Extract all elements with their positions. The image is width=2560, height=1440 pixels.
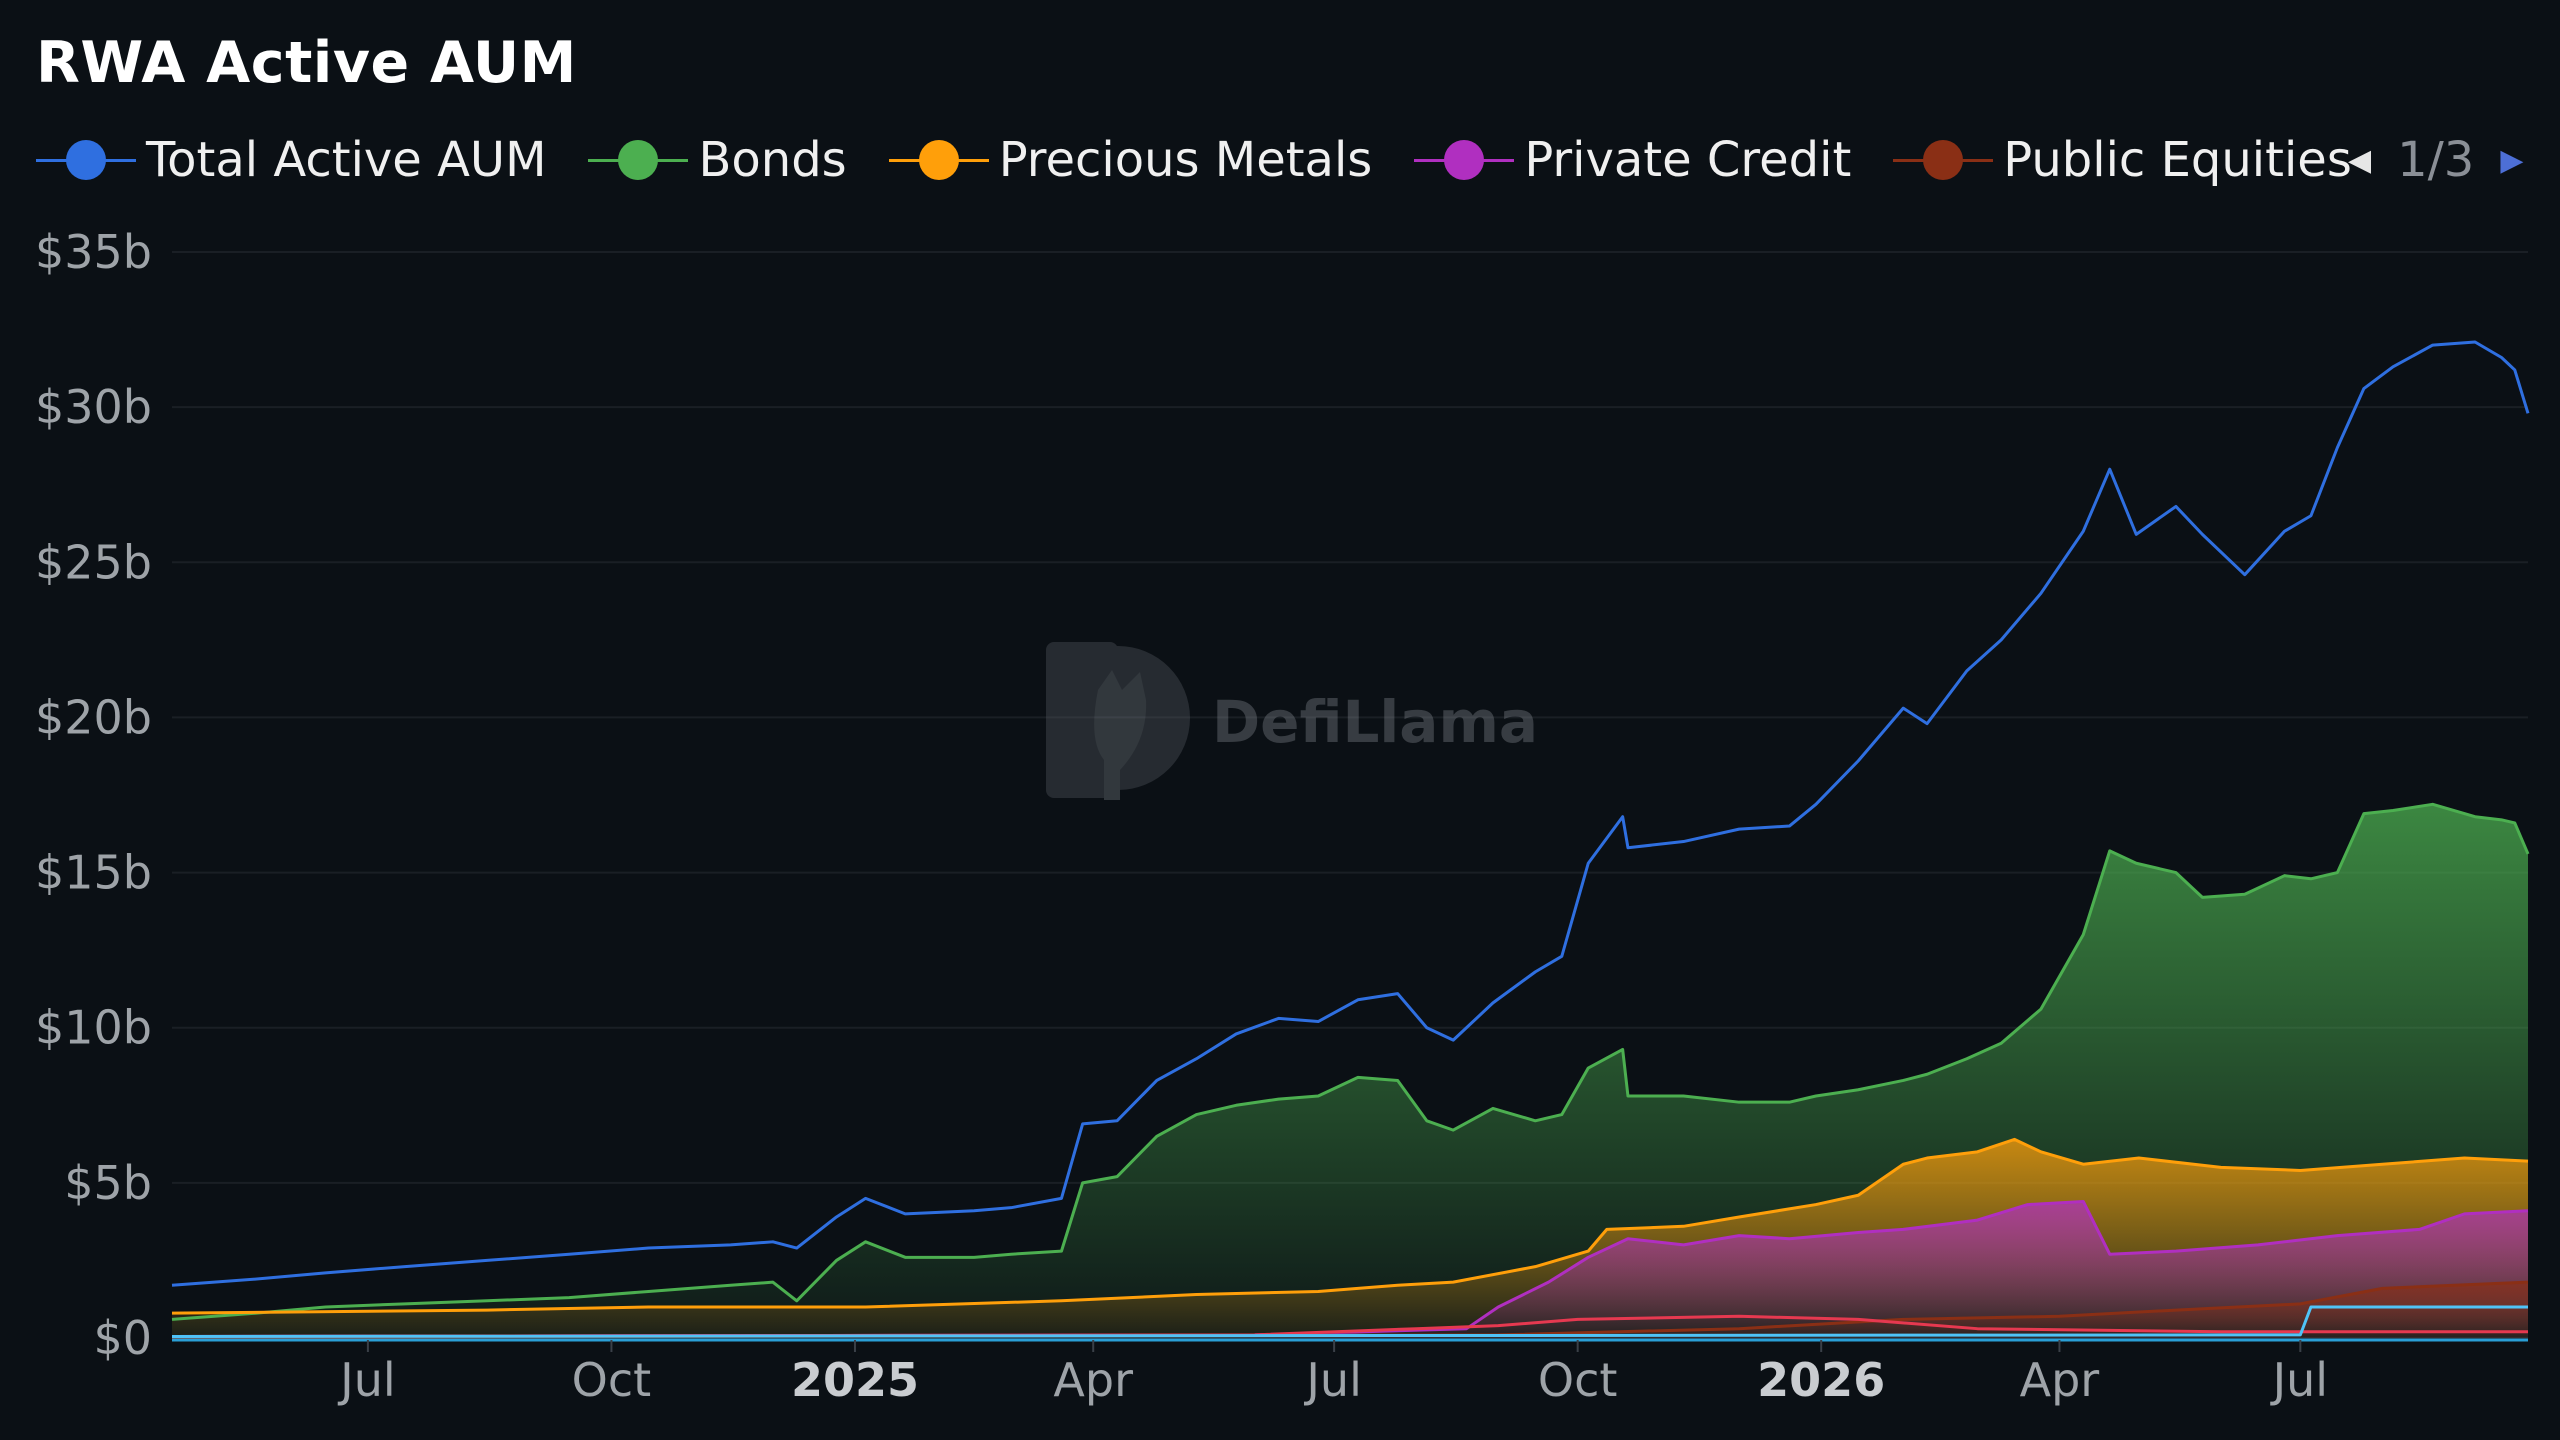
llama-logo-icon — [1046, 642, 1118, 798]
y-tick-label: $30b — [35, 380, 152, 434]
chart-title: RWA Active AUM — [36, 30, 577, 96]
y-tick-label: $15b — [35, 846, 152, 900]
watermark: DefiLlama — [1046, 642, 1538, 800]
series-line — [171, 802, 2530, 1321]
legend-label: Bonds — [698, 132, 847, 188]
legend-label: Private Credit — [1524, 132, 1852, 188]
series-line — [171, 1137, 2529, 1315]
legend-page-indicator: 1/3 — [2397, 132, 2475, 188]
y-tick-label: $5b — [64, 1156, 152, 1210]
series-line — [171, 1305, 2528, 1338]
llama-logo-icon — [1094, 670, 1147, 800]
series-line — [171, 340, 2530, 1287]
legend-label: Total Active AUM — [146, 132, 547, 188]
y-tick-label: $20b — [35, 690, 152, 744]
legend-swatch-icon — [588, 140, 689, 180]
legend-item[interactable]: Bonds — [588, 132, 847, 188]
legend-swatch-icon — [1414, 140, 1515, 180]
series-line — [171, 1199, 2529, 1338]
y-tick-label: $0 — [93, 1311, 152, 1365]
legend-item[interactable]: Private Credit — [1414, 132, 1851, 188]
legend-swatch-icon — [888, 140, 989, 180]
x-tick-label: Apr — [2020, 1353, 2100, 1407]
llama-logo-icon — [1046, 646, 1190, 790]
legend-swatch-icon — [1893, 140, 1994, 180]
x-tick-label: Jul — [1303, 1353, 1362, 1407]
x-tick-label: Apr — [1053, 1353, 1133, 1407]
x-tick-label: Oct — [1538, 1353, 1618, 1407]
legend-item[interactable]: Precious Metals — [888, 132, 1373, 188]
legend-item[interactable]: Public Equities — [1893, 132, 2352, 188]
watermark-text: DefiLlama — [1212, 688, 1538, 756]
series-area — [172, 1282, 2528, 1338]
y-tick-label: $25b — [35, 535, 152, 589]
x-tick-label: Jul — [2270, 1353, 2329, 1407]
legend-next-icon[interactable]: ▶ — [2500, 142, 2524, 178]
legend-swatch-icon — [36, 140, 136, 180]
y-tick-label: $35b — [35, 225, 152, 279]
legend: Total Active AUM Bonds Precious Metals Priv… — [36, 120, 2394, 200]
legend-pager: ◀ 1/3 ▶ — [2348, 130, 2523, 190]
x-tick-label: Oct — [572, 1353, 652, 1407]
x-tick-label: 2025 — [791, 1353, 919, 1407]
legend-prev-icon[interactable]: ◀ — [2348, 142, 2372, 178]
x-tick-label: Jul — [337, 1353, 396, 1407]
legend-label: Precious Metals — [998, 132, 1373, 188]
y-tick-label: $10b — [35, 1001, 152, 1055]
legend-label: Public Equities — [2003, 132, 2352, 188]
x-tick-label: 2026 — [1757, 1353, 1885, 1407]
legend-item[interactable]: Total Active AUM — [36, 132, 546, 188]
series-line — [171, 1280, 2529, 1339]
series-area — [172, 1201, 2528, 1338]
series-line — [171, 1314, 2528, 1338]
